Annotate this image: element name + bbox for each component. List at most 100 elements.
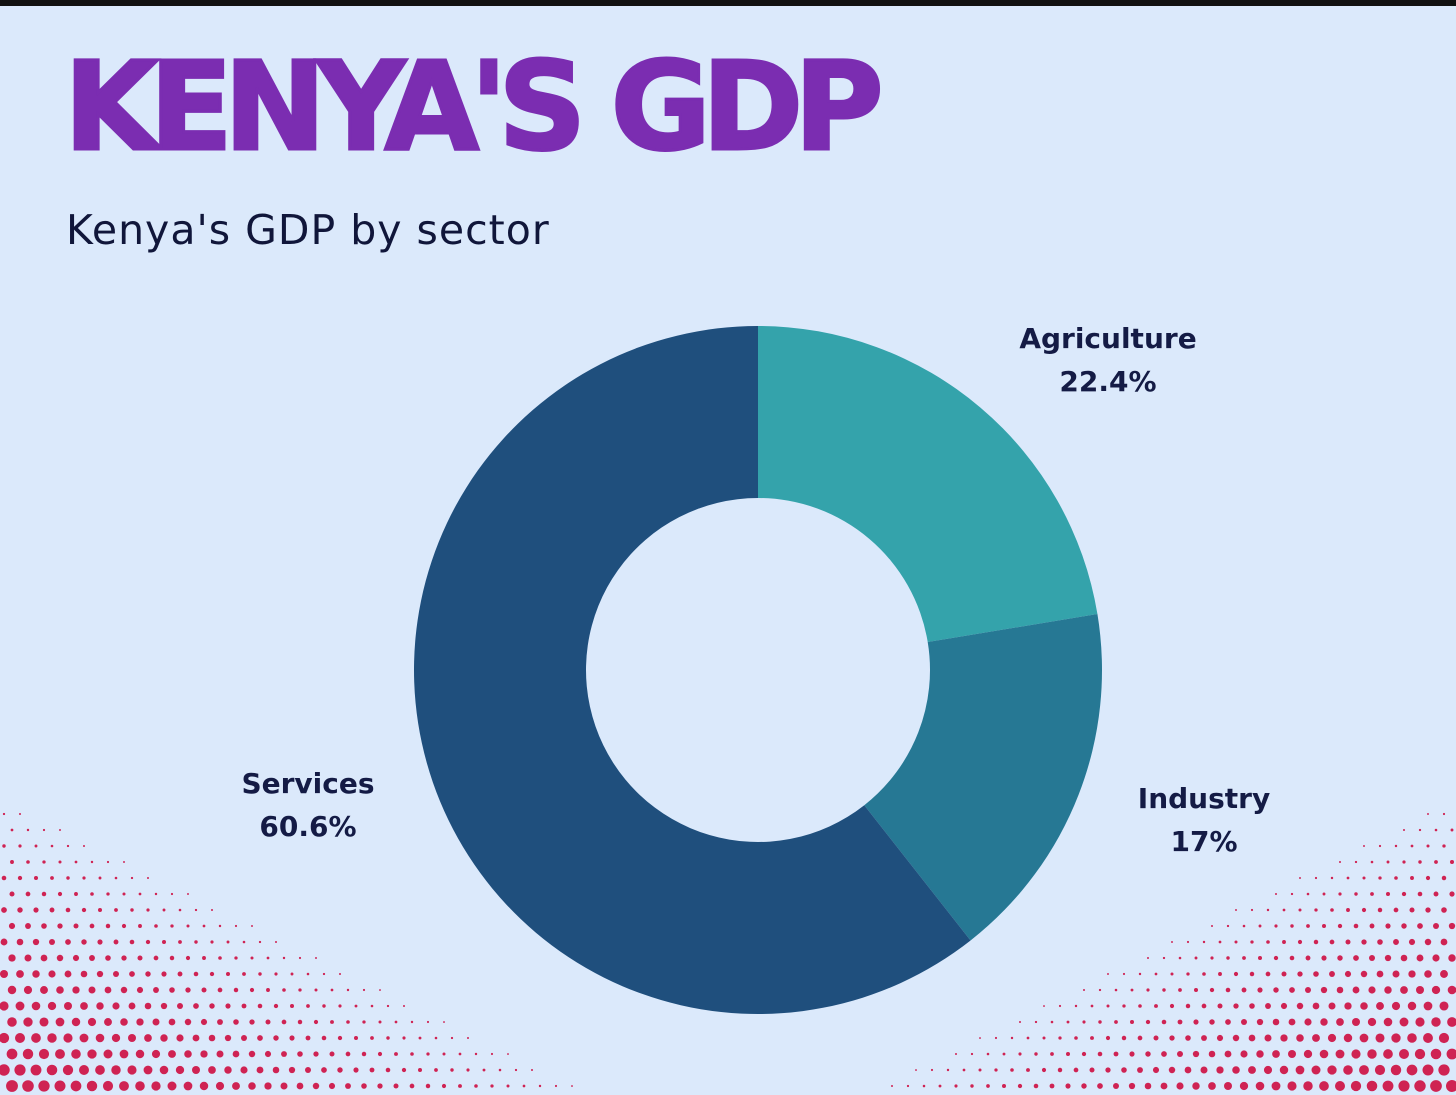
halftone-dot xyxy=(1242,924,1246,928)
halftone-dot xyxy=(144,1034,152,1042)
halftone-dot xyxy=(1386,860,1390,864)
halftone-dot xyxy=(418,1068,422,1072)
halftone-dot xyxy=(1312,1002,1320,1010)
halftone-dot xyxy=(1256,1050,1264,1058)
halftone-dot xyxy=(114,876,118,880)
halftone-dot xyxy=(38,1048,50,1060)
halftone-dot xyxy=(1410,844,1414,848)
halftone-dot xyxy=(225,1003,231,1009)
halftone-dot xyxy=(514,1068,518,1072)
halftone-dot xyxy=(8,954,16,962)
halftone-dot xyxy=(17,875,23,881)
halftone-dot xyxy=(63,1001,73,1011)
halftone-dot xyxy=(1249,971,1255,977)
halftone-dot xyxy=(1362,876,1366,880)
halftone-dot xyxy=(403,1005,405,1007)
halftone-dot xyxy=(2,844,6,848)
halftone-dot xyxy=(66,876,70,880)
halftone-dot xyxy=(56,986,64,994)
halftone-dot xyxy=(274,972,278,976)
halftone-dot xyxy=(95,1033,105,1043)
halftone-dot xyxy=(1351,1017,1361,1027)
halftone-dot xyxy=(80,1002,88,1010)
halftone-dot xyxy=(112,1002,120,1010)
halftone-dot xyxy=(65,939,71,945)
halftone-dot xyxy=(425,1083,431,1089)
halftone-dot xyxy=(1274,892,1278,896)
halftone-dot xyxy=(258,940,262,944)
halftone-dot xyxy=(1162,956,1166,960)
halftone-dot xyxy=(80,970,88,978)
halftone-dot xyxy=(105,955,111,961)
halftone-dot xyxy=(1415,1017,1425,1027)
halftone-dot xyxy=(73,923,79,929)
halftone-dot xyxy=(474,1084,478,1088)
halftone-dot xyxy=(22,1048,34,1060)
halftone-dot xyxy=(1041,1067,1047,1073)
halftone-dot xyxy=(1226,924,1230,928)
halftone-dot xyxy=(232,1050,240,1058)
halftone-dot xyxy=(56,954,64,962)
halftone-dot xyxy=(1272,1050,1280,1058)
halftone-dot xyxy=(138,924,142,928)
halftone-dot xyxy=(167,1081,177,1091)
halftone-dot xyxy=(1192,1050,1200,1058)
halftone-dot xyxy=(6,1080,18,1092)
halftone-dot xyxy=(338,972,342,976)
halftone-dot xyxy=(970,1084,974,1088)
halftone-dot xyxy=(1193,1019,1199,1025)
halftone-dot xyxy=(922,1084,926,1088)
halftone-dot xyxy=(161,939,167,945)
halftone-dot xyxy=(31,1001,41,1011)
halftone-dot xyxy=(1414,1080,1426,1092)
halftone-dot xyxy=(187,893,189,895)
halftone-dot xyxy=(119,1081,129,1091)
halftone-dot xyxy=(1321,955,1327,961)
halftone-dot xyxy=(1399,1017,1409,1027)
halftone-dot xyxy=(162,908,166,912)
halftone-dot xyxy=(1266,908,1270,912)
halftone-dot xyxy=(1042,1036,1046,1040)
halftone-dot xyxy=(1146,956,1150,960)
halftone-dot xyxy=(1328,1002,1336,1010)
halftone-dot xyxy=(7,985,17,995)
halftone-dot xyxy=(1408,938,1416,946)
halftone-dot xyxy=(482,1068,486,1072)
halftone-dot xyxy=(369,1067,375,1073)
halftone-dot xyxy=(32,970,40,978)
halftone-dot xyxy=(1138,1004,1142,1008)
halftone-dot xyxy=(1026,1068,1030,1072)
halftone-dot xyxy=(1391,1001,1401,1011)
halftone-dot xyxy=(200,1050,208,1058)
halftone-dot xyxy=(192,1066,200,1074)
halftone-dot xyxy=(353,1067,359,1073)
halftone-dot xyxy=(1225,1019,1231,1025)
halftone-dot xyxy=(210,908,214,912)
halftone-dot xyxy=(234,956,238,960)
slice-label-services: Services 60.6% xyxy=(241,762,374,848)
halftone-dot xyxy=(1416,954,1424,962)
halftone-dot xyxy=(979,1037,981,1039)
halftone-dot xyxy=(1081,1051,1087,1057)
halftone-dot xyxy=(1304,1018,1312,1026)
halftone-dot xyxy=(1282,940,1286,944)
halftone-dot xyxy=(1153,1035,1159,1041)
halftone-dot xyxy=(986,1084,990,1088)
halftone-dot xyxy=(490,1052,494,1056)
halftone-dot xyxy=(265,1019,271,1025)
halftone-dots-decoration xyxy=(0,812,1456,1092)
halftone-dot xyxy=(1374,1064,1386,1076)
halftone-dot xyxy=(1090,1036,1094,1040)
halftone-dot xyxy=(177,971,183,977)
halftone-dot xyxy=(1448,922,1456,930)
halftone-dot xyxy=(1314,908,1318,912)
halftone-dot xyxy=(1218,972,1222,976)
halftone-dot xyxy=(1168,1066,1176,1074)
halftone-dot xyxy=(1390,1064,1402,1076)
halftone-dot xyxy=(281,1019,287,1025)
halftone-dot xyxy=(313,1051,319,1057)
halftone-dot xyxy=(394,1052,398,1056)
halftone-dot xyxy=(554,1084,558,1088)
halftone-dot xyxy=(111,1033,121,1043)
halftone-dot xyxy=(297,1051,303,1057)
